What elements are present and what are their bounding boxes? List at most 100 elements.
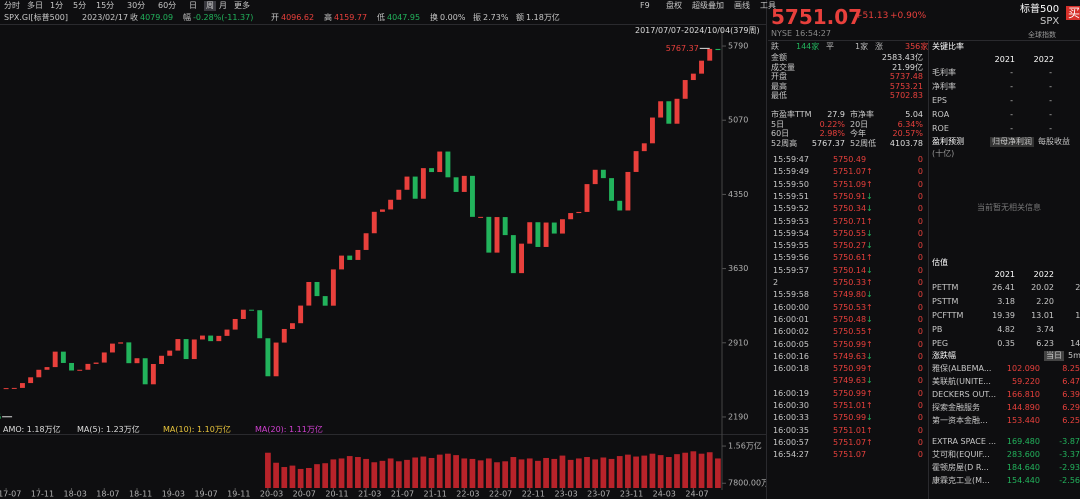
stat-label: 今年 xyxy=(850,129,866,138)
candle xyxy=(330,269,336,306)
forecast-tab[interactable]: 每股收益 xyxy=(1038,137,1070,146)
trade-dir: ↓ xyxy=(866,351,873,361)
ratio-value: - xyxy=(1010,96,1013,105)
change-pct: +0.90% xyxy=(890,11,927,21)
trade-dir: ↑ xyxy=(866,388,873,398)
ratio-value: - xyxy=(1049,110,1052,119)
candle xyxy=(707,48,713,61)
trade-time: 16:00:19 xyxy=(773,388,809,398)
toolbar-tab[interactable]: 更多 xyxy=(234,1,250,10)
volume-bar xyxy=(363,458,369,488)
toolbar-button[interactable]: 超级叠加 xyxy=(692,1,724,10)
stat-label: 市盈率TTM xyxy=(771,110,812,119)
divider xyxy=(0,434,766,435)
name: 标普500 xyxy=(1020,4,1060,15)
candle xyxy=(167,350,173,356)
toolbar-tab[interactable]: 30分 xyxy=(127,1,146,10)
trade-price: 5750.99 xyxy=(833,413,867,423)
x-tick-label: 20-03 xyxy=(260,490,283,499)
candle xyxy=(44,367,50,370)
toolbar-button[interactable]: 盘权 xyxy=(666,1,682,10)
x-tick-label: 17-07 xyxy=(0,490,21,499)
volume-bar xyxy=(641,455,648,488)
trade-price: 5749.80 xyxy=(833,290,867,300)
x-tick-label: 24-03 xyxy=(653,490,676,499)
trade-volume: 0 xyxy=(917,241,923,251)
toolbar-button[interactable]: 工具 xyxy=(760,1,776,10)
toolbar-tab[interactable]: 1分 xyxy=(50,1,64,10)
stock-name: EXTRA SPACE ... xyxy=(932,437,997,446)
stock-name: 美联航(UNITE... xyxy=(932,377,991,386)
ratio-value: - xyxy=(1010,124,1013,133)
stat-value: 2.98% xyxy=(819,129,845,138)
x-tick-label: 19-03 xyxy=(162,490,185,499)
trade-price: 5751.01 xyxy=(833,401,867,410)
toolbar-tab[interactable]: 月 xyxy=(219,1,227,10)
stat-value: 4103.78 xyxy=(889,138,923,148)
valuation-value: 13.01 xyxy=(1031,311,1054,320)
trade-time: 2 xyxy=(773,278,779,287)
low-label: 2191.86 xyxy=(0,412,1,421)
candle xyxy=(85,363,91,370)
toolbar-button[interactable]: 画线 xyxy=(734,1,750,10)
trade-volume: 0 xyxy=(917,364,923,374)
info-label: 收 xyxy=(130,13,138,22)
y-tick-label: 2190 xyxy=(728,412,748,421)
volume-bar xyxy=(297,468,304,488)
movers-tab[interactable]: 5m xyxy=(1068,351,1080,360)
x-tick-label: 22-07 xyxy=(489,490,512,499)
volume-legend: AMO: 1.18万亿 xyxy=(3,425,61,434)
stat-value: 5.04 xyxy=(905,110,923,119)
ratio-value: - xyxy=(1010,82,1013,91)
stock-change: -3.37 xyxy=(1059,450,1080,459)
x-tick-label: 17-11 xyxy=(31,490,54,499)
stock-name: 第一资本金融... xyxy=(932,416,988,425)
volume-legend: MA(5): 1.23万亿 xyxy=(77,425,140,434)
breadth: 1家 xyxy=(855,42,869,51)
candle xyxy=(543,222,549,247)
toolbar-tab[interactable]: 5分 xyxy=(73,1,87,10)
valuation-label: PEG xyxy=(932,339,949,348)
year: 2022 xyxy=(1033,55,1054,64)
candle xyxy=(535,222,541,247)
x-tick-label: 18-03 xyxy=(64,490,87,499)
forecast-tab[interactable]: 归母净利润 xyxy=(990,137,1034,147)
x-tick-label: 22-03 xyxy=(456,490,479,499)
toolbar-tab[interactable]: 60分 xyxy=(158,1,177,10)
candle xyxy=(551,222,557,234)
trade-volume: 0 xyxy=(917,155,923,164)
toolbar-tab[interactable]: 分时 xyxy=(4,1,20,10)
trade-time: 16:00:01 xyxy=(773,314,809,324)
trade-price: 5750.34 xyxy=(833,204,867,214)
candle xyxy=(159,355,164,365)
trade-time: 15:59:57 xyxy=(773,265,809,275)
empty-note: 当前暂无相关信息 xyxy=(977,203,1041,212)
trade-dir: ↑ xyxy=(866,278,873,287)
toolbar-tab[interactable]: 周 xyxy=(204,1,216,11)
stock-name: 霍顿房屋(D R... xyxy=(932,463,989,472)
volume-bar xyxy=(289,465,296,488)
candle xyxy=(232,318,238,330)
buy-button[interactable]: 买 xyxy=(1066,6,1080,20)
candle xyxy=(412,176,418,199)
toolbar-tab[interactable]: 15分 xyxy=(96,1,115,10)
volume-legend: MA(20): 1.11万亿 xyxy=(255,425,323,434)
toolbar-tab[interactable]: 多日 xyxy=(27,1,43,10)
candle xyxy=(3,388,9,390)
volume-bar xyxy=(567,459,574,488)
candle xyxy=(290,323,295,329)
trade-dir: ↑ xyxy=(866,253,873,263)
volume-bar xyxy=(592,459,599,488)
toolbar-button[interactable]: F9 xyxy=(640,1,650,10)
trade-volume: 0 xyxy=(917,290,923,300)
valuation-value: 19.39 xyxy=(992,311,1015,320)
stat-label: 5日 xyxy=(771,119,785,129)
movers-tab[interactable]: 当日 xyxy=(1044,351,1064,361)
volume-bar xyxy=(404,459,410,488)
toolbar-tab[interactable]: 日 xyxy=(189,1,197,10)
y-tick-label: 1.56万亿 xyxy=(728,441,762,451)
candle xyxy=(298,305,304,324)
breadth: 平 xyxy=(826,42,834,51)
trade-dir: ↓ xyxy=(866,241,873,251)
